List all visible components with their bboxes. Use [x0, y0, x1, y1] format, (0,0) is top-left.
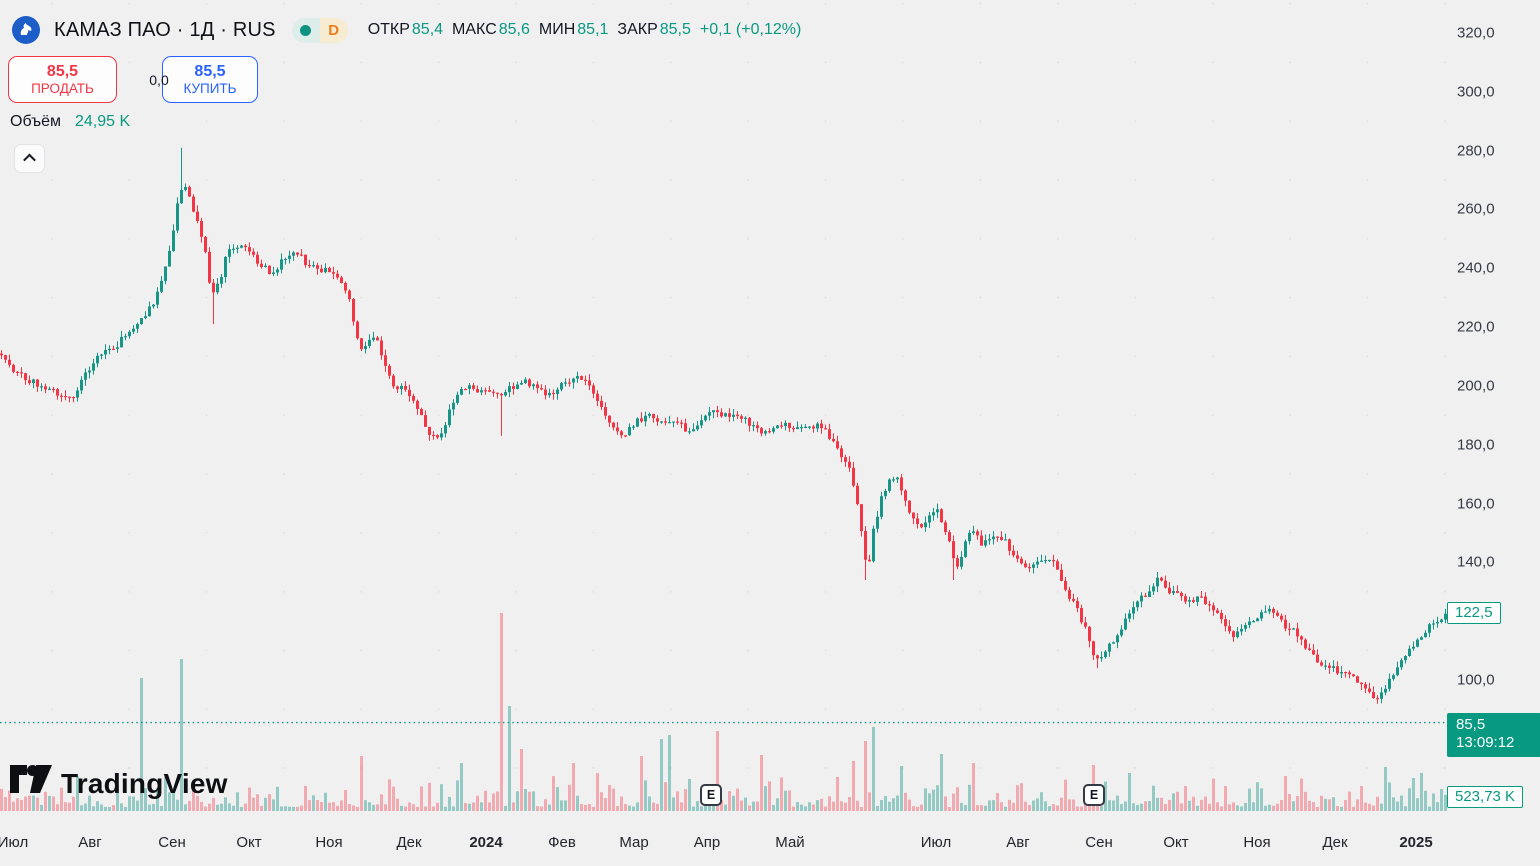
time-tick: Июл: [0, 834, 29, 851]
price-tick: 320,0: [1457, 24, 1495, 42]
time-tick: 2024: [469, 834, 503, 851]
price-tick: 300,0: [1457, 83, 1495, 101]
high-value: 85,6: [498, 21, 530, 38]
market-status-dot-icon: [291, 17, 320, 43]
volume-legend-label: Объём: [10, 113, 61, 130]
buy-button[interactable]: 85,5 КУПИТЬ: [162, 56, 258, 103]
price-tick: 220,0: [1457, 318, 1495, 336]
time-axis[interactable]: Июл Авг Сен Окт Ноя Дек 2024 Фев Мар Апр Май Июл Авг…: [0, 812, 1540, 866]
collapse-legend-button[interactable]: [14, 144, 45, 173]
earnings-marker[interactable]: E: [1083, 784, 1105, 806]
time-tick: 2025: [1399, 834, 1433, 851]
price-axis[interactable]: 320,0 300,0 280,0 260,0 240,0 220,0 200,0 180,0…: [1447, 0, 1540, 812]
time-tick: Дек: [396, 834, 422, 851]
close-label: ЗАКР: [617, 21, 658, 38]
volume-legend: Объём 24,95 K: [10, 113, 130, 131]
buy-price: 85,5: [194, 62, 226, 80]
price-tick: 140,0: [1457, 553, 1495, 571]
time-tick: Июл: [920, 834, 952, 851]
sell-label: ПРОДАТЬ: [31, 80, 94, 96]
tradingview-logo-text: TradingView: [61, 767, 228, 799]
change-value: +0,1 (+0,12%): [699, 21, 802, 38]
time-tick: Фев: [548, 834, 576, 851]
time-tick: Май: [775, 834, 805, 851]
chart-grid: [0, 0, 1447, 812]
time-tick: Авг: [1006, 834, 1030, 851]
time-tick: Ноя: [1243, 834, 1271, 851]
earnings-marker[interactable]: E: [700, 784, 722, 806]
ohlc-values: ОТКР 85,4 МАКС 85,6 МИН 85,1 ЗАКР 85,5 +0,1 …: [368, 21, 802, 39]
price-tick: 260,0: [1457, 200, 1495, 218]
sell-button[interactable]: 85,5 ПРОДАТЬ: [8, 56, 117, 103]
symbol-legend: КАМАЗ ПАО · 1Д · RUS D ОТКР 85,4 МАКС 85,6…: [12, 16, 801, 44]
price-tick: 240,0: [1457, 259, 1495, 277]
interval-badge-label: D: [319, 17, 348, 43]
tradingview-logo[interactable]: TradingView: [10, 764, 228, 803]
time-tick: Сен: [1085, 834, 1113, 851]
chevron-up-icon: [23, 153, 36, 167]
spread-value: 0,0: [149, 71, 169, 88]
latest-volume-label: 523,73 K: [1447, 786, 1524, 808]
high-label: МАКС: [452, 21, 497, 38]
time-tick: Окт: [1163, 834, 1189, 851]
interval-badge[interactable]: D: [291, 17, 348, 43]
buy-label: КУПИТЬ: [183, 80, 237, 96]
open-value: 85,4: [411, 21, 444, 38]
time-tick: Сен: [158, 834, 186, 851]
open-label: ОТКР: [367, 21, 410, 38]
current-price-time: 13:09:12: [1456, 734, 1515, 752]
last-close-price-label: 122,5: [1447, 601, 1501, 624]
tradingview-logo-icon: [10, 764, 52, 803]
price-tick: 160,0: [1457, 495, 1495, 513]
current-price-value: 85,5: [1456, 715, 1486, 733]
time-tick: Апр: [693, 834, 721, 851]
time-tick: Мар: [619, 834, 649, 851]
time-tick: Окт: [236, 834, 262, 851]
kamaz-logo: [12, 16, 40, 44]
time-tick: Авг: [78, 834, 102, 851]
price-tick: 180,0: [1457, 436, 1495, 454]
price-tick: 200,0: [1457, 377, 1495, 395]
time-tick: Дек: [1322, 834, 1348, 851]
low-value: 85,1: [577, 21, 609, 38]
volume-legend-value: 24,95 K: [74, 113, 131, 130]
low-label: МИН: [538, 21, 576, 38]
price-tick: 280,0: [1457, 142, 1495, 160]
sell-price: 85,5: [46, 62, 79, 80]
time-tick: Ноя: [315, 834, 343, 851]
close-value: 85,5: [659, 21, 691, 38]
symbol-title[interactable]: КАМАЗ ПАО · 1Д · RUS: [54, 18, 276, 41]
trade-panel: 85,5 ПРОДАТЬ 0,0 85,5 КУПИТЬ: [8, 56, 258, 103]
price-tick: 100,0: [1457, 671, 1495, 689]
current-price-label: 85,5 13:09:12: [1447, 712, 1540, 758]
